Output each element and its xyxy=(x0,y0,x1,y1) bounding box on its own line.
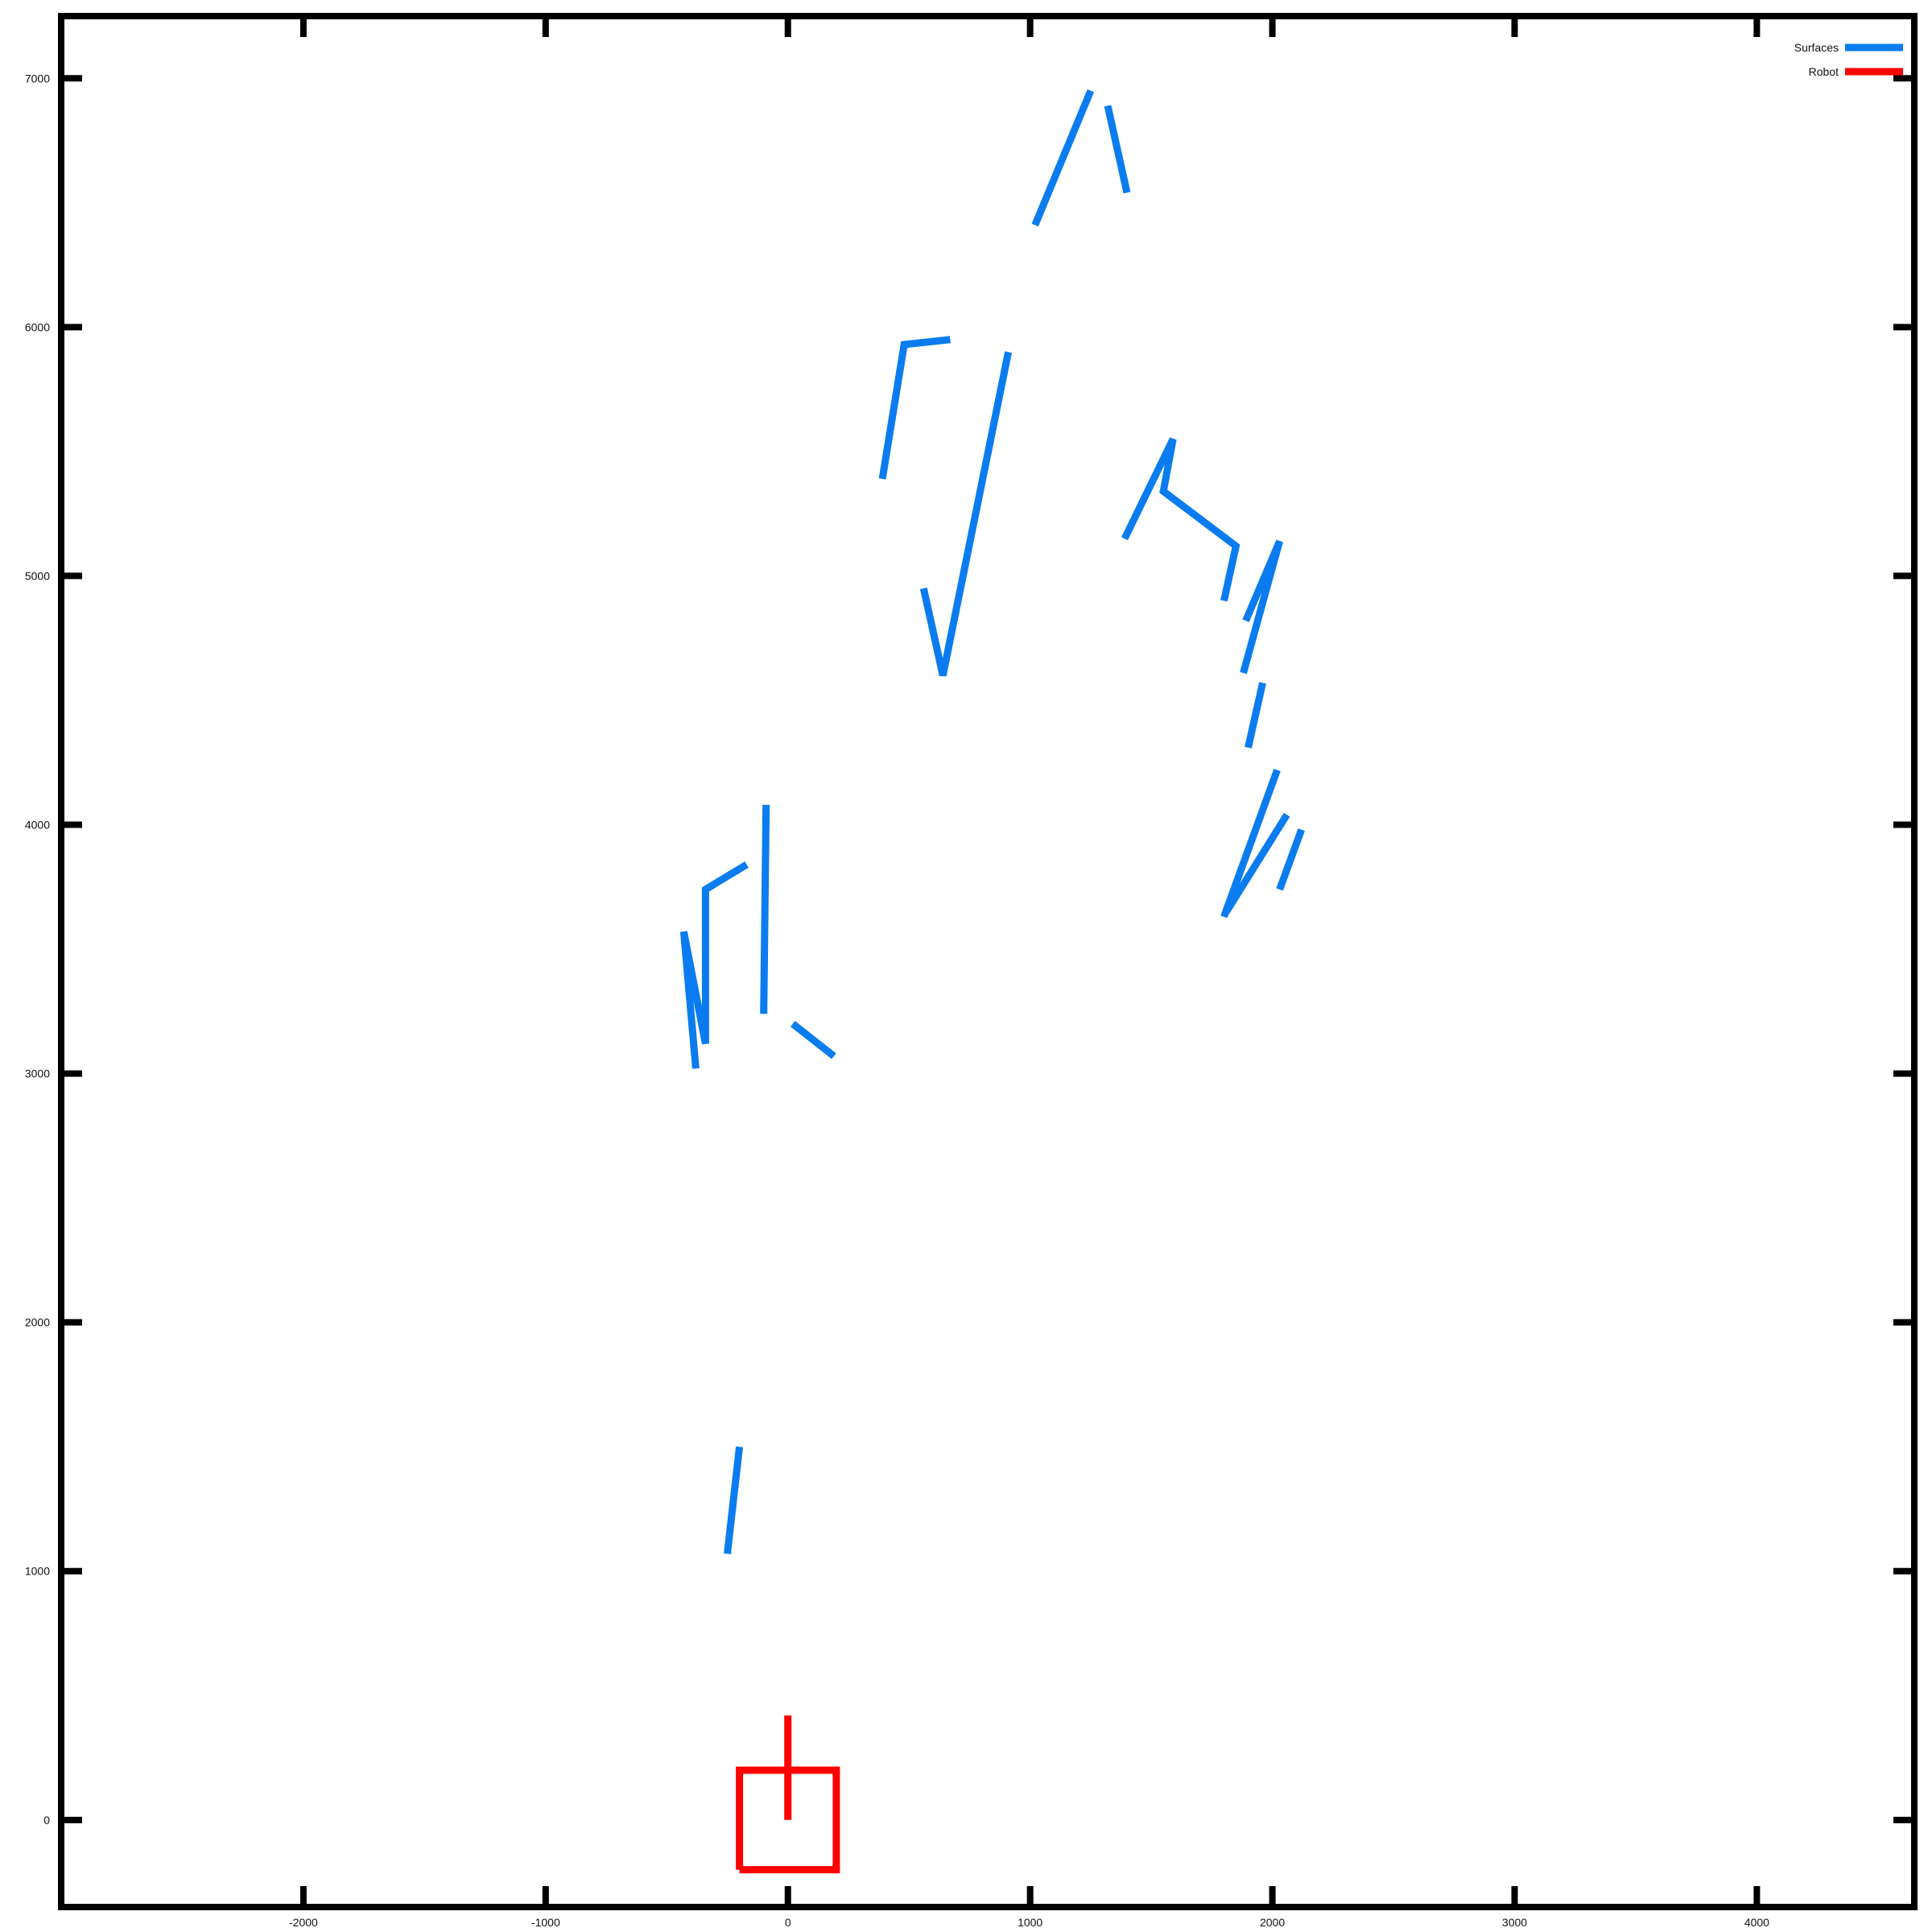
x-tick-label: -2000 xyxy=(289,1916,318,1929)
surfaces-segment xyxy=(919,351,1013,677)
y-tick-label: 6000 xyxy=(25,320,50,333)
legend-label: Robot xyxy=(1809,65,1839,78)
surfaces-segment xyxy=(1223,812,1290,914)
x-tick-label: 2000 xyxy=(1260,1916,1285,1929)
ticks-layer: -2000 -1000 0 1000 2000 3000 4000 0 1000 2000 3000… xyxy=(25,16,1914,1929)
y-tick-label: 7000 xyxy=(25,72,50,85)
surfaces-segment xyxy=(1031,89,1095,227)
series-robot xyxy=(736,1715,840,1874)
legend: Surfaces Robot xyxy=(1794,41,1903,78)
x-tick-label: 4000 xyxy=(1744,1916,1769,1929)
x-tick-label: 0 xyxy=(785,1916,791,1929)
surfaces-segment xyxy=(791,1021,836,1059)
surfaces-segment xyxy=(1121,437,1241,602)
y-tick-label: 2000 xyxy=(25,1316,50,1329)
robot-segment xyxy=(736,1766,840,1874)
surfaces-segment xyxy=(1104,105,1131,194)
y-tick-label: 3000 xyxy=(25,1067,50,1080)
x-tick-label: -1000 xyxy=(531,1916,560,1929)
surfaces-segment xyxy=(878,336,951,480)
y-tick-label: 1000 xyxy=(25,1565,50,1578)
y-tick-label: 0 xyxy=(43,1814,50,1827)
data-layer xyxy=(679,89,1305,1874)
surfaces-segment xyxy=(679,861,749,1069)
surfaces-segment xyxy=(1240,539,1283,675)
legend-label: Surfaces xyxy=(1794,41,1839,54)
y-tick-label: 5000 xyxy=(25,569,50,582)
surfaces-segment xyxy=(1245,682,1266,749)
x-tick-label: 3000 xyxy=(1502,1916,1527,1929)
surfaces-segment xyxy=(1276,828,1305,891)
plot-frame xyxy=(58,13,1918,1910)
surfaces-segment xyxy=(760,804,770,1014)
surfaces-segment xyxy=(724,1446,744,1554)
series-surfaces xyxy=(679,89,1305,1554)
x-tick-label: 1000 xyxy=(1018,1916,1042,1929)
y-tick-label: 4000 xyxy=(25,819,50,832)
surfaces-segment xyxy=(1220,768,1281,919)
